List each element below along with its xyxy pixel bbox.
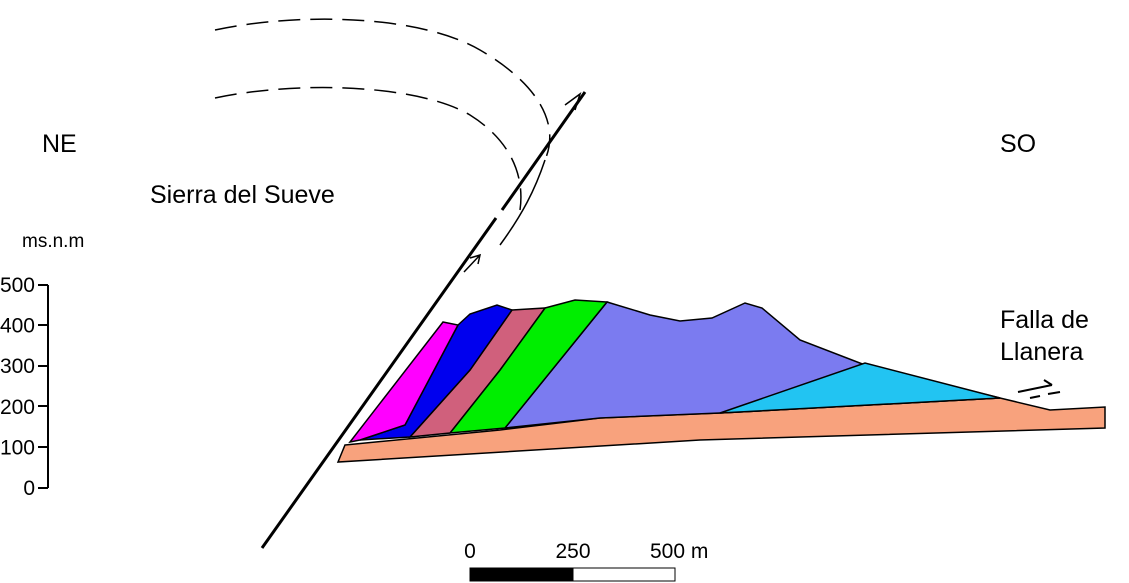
- scale-label: 500 m: [650, 540, 708, 563]
- tick-label: 400: [0, 315, 35, 338]
- scale-black: [469, 567, 574, 582]
- tick-label: 300: [0, 355, 35, 378]
- scale-label: 0: [464, 540, 476, 563]
- axis-label: ms.n.m: [22, 231, 84, 252]
- fault-label: Llanera: [1000, 338, 1083, 366]
- fault-label: Falla de: [1000, 306, 1089, 334]
- orientation-left: NE: [42, 130, 77, 158]
- scale-white: [572, 567, 676, 582]
- fault: [260, 217, 498, 549]
- place-label: Sierra del Sueve: [150, 181, 335, 209]
- fault: [500, 91, 587, 211]
- fault-arrows-llanera: [1017, 379, 1061, 399]
- fold-arc-lower: [214, 86, 522, 211]
- tick-label: 0: [23, 477, 35, 500]
- unit-magenta: [348, 321, 460, 444]
- fold-arc-upper: [214, 18, 551, 161]
- tick-label: 100: [0, 436, 35, 459]
- fault-arrow: [564, 92, 582, 111]
- tick-label: 500: [0, 274, 35, 297]
- axis-ticks: [38, 284, 48, 489]
- unit-cyan: [719, 362, 1001, 414]
- fault-arrow: [463, 253, 482, 273]
- tick-label: 200: [0, 396, 35, 419]
- fold-arc-upper-solid: [499, 159, 546, 246]
- orientation-right: SO: [1000, 130, 1036, 158]
- scale-label: 250: [555, 540, 590, 563]
- tick-labels: 500 400 300 200 100 0: [0, 274, 35, 500]
